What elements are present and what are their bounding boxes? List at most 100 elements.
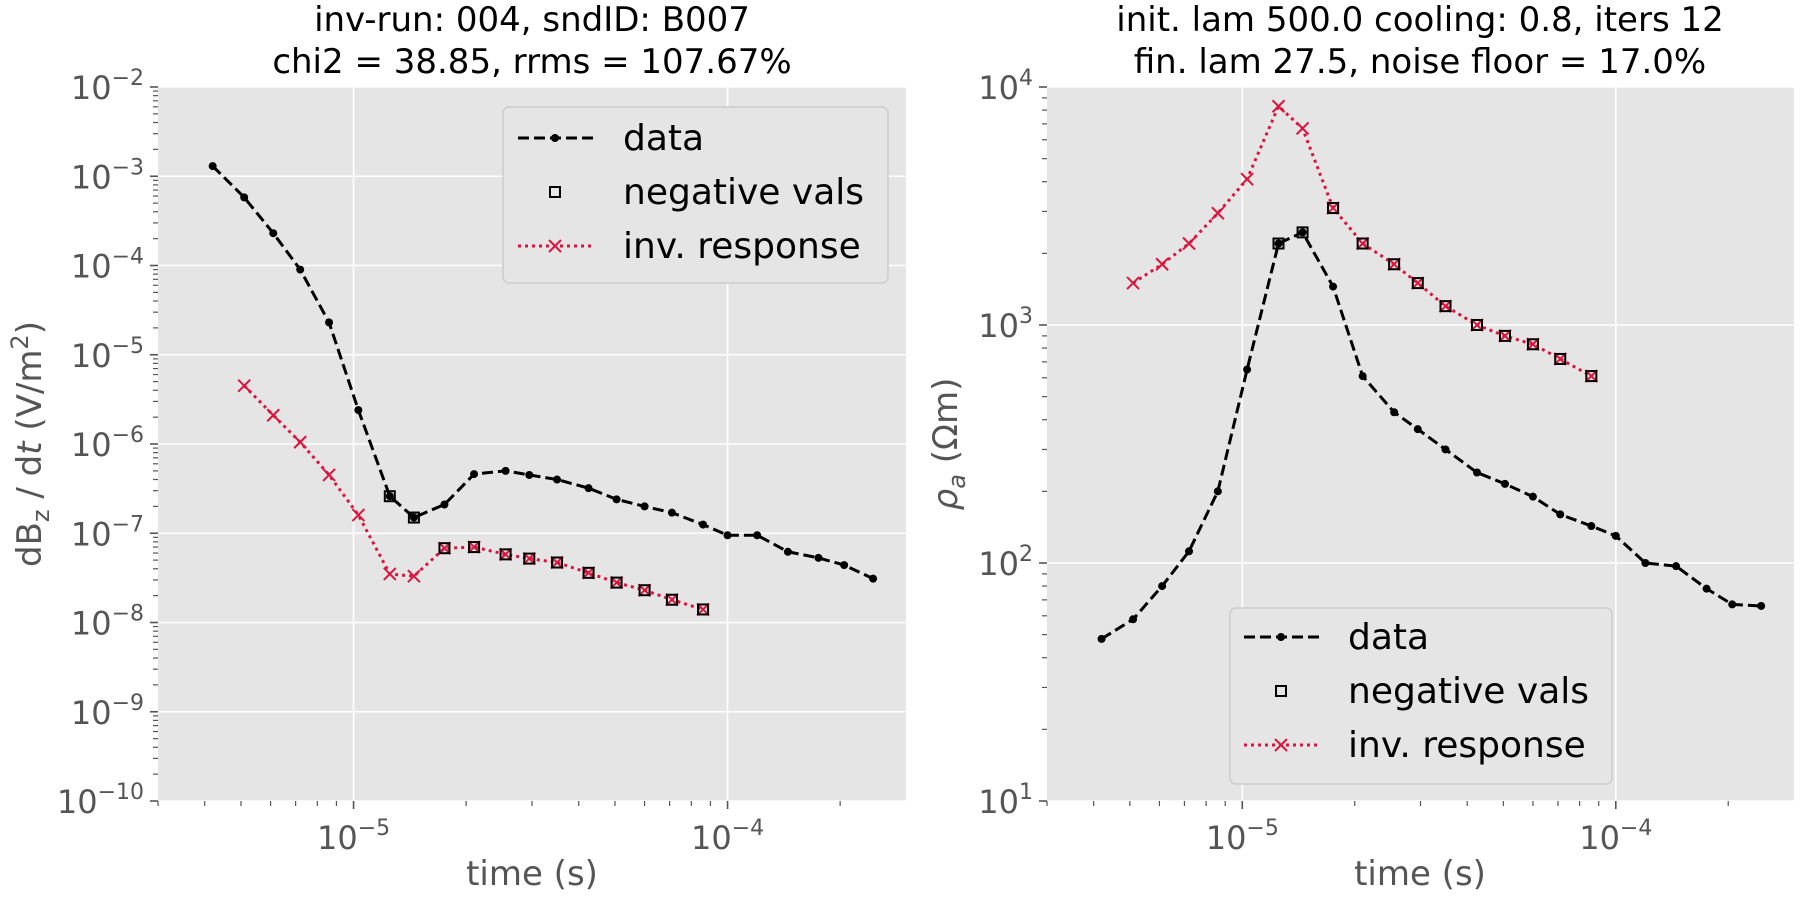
- right-negative-val-point: [1585, 370, 1598, 383]
- right-data-point: [1158, 582, 1167, 591]
- right-data-point: [1641, 559, 1650, 567]
- left-y-tick-label: 10−9: [71, 691, 144, 732]
- right-data-point: [1243, 365, 1252, 374]
- left-data-point: [640, 502, 649, 511]
- right-legend-box: [1229, 607, 1613, 785]
- left-data-point: [612, 495, 621, 504]
- right-negative-val-point: [1554, 352, 1567, 365]
- right-data-point: [1413, 425, 1422, 434]
- left-data-point: [553, 475, 562, 484]
- left-panel: 10−5 10−4 10−10 10−9 10−8 10−7 10−6 10−5 10−4 10−…: [6, 0, 906, 894]
- right-legend-data-marker: [1277, 633, 1285, 641]
- right-data-point: [1702, 584, 1711, 593]
- right-title-line2: fin. lam 27.5, noise floor = 17.0%: [1134, 42, 1706, 82]
- right-title-line1: init. lam 500.0 cooling: 0.8, iters 12: [1116, 0, 1723, 40]
- left-negative-val-point: [407, 511, 420, 524]
- right-negative-val-point: [1356, 237, 1369, 250]
- left-inv-response-point: [351, 508, 366, 522]
- left-negative-val-point: [383, 490, 396, 503]
- left-data-point: [208, 162, 217, 171]
- left-data-point: [501, 466, 510, 475]
- right-negative-val-point: [1439, 300, 1452, 313]
- right-data-point: [1298, 228, 1307, 237]
- left-negative-val-point: [499, 548, 512, 561]
- left-inv-response-point: [322, 468, 336, 482]
- left-data-point: [354, 406, 363, 415]
- right-legend-negative-label: negative vals: [1348, 671, 1589, 712]
- left-legend-inv-label: inv. response: [623, 226, 861, 267]
- right-data-point: [1358, 372, 1367, 381]
- left-data-point: [783, 547, 792, 556]
- left-data-line: [211, 165, 874, 581]
- left-data-point: [296, 265, 305, 274]
- left-inv-response-point: [237, 378, 251, 393]
- left-negative-val-point: [438, 542, 451, 555]
- right-data-line: [1100, 230, 1762, 641]
- right-negative-val-point: [1388, 258, 1401, 271]
- left-legend-data-marker: [551, 134, 559, 142]
- left-data-point: [584, 484, 593, 493]
- right-inv-response-point: [1240, 172, 1254, 186]
- right-legend: data negative vals inv. response: [1229, 607, 1613, 785]
- right-series-layer: [1097, 99, 1766, 643]
- left-gridlines: [158, 86, 906, 802]
- left-y-tick-label: 10−4: [71, 245, 144, 286]
- left-y-tick-label: 10−5: [71, 334, 144, 375]
- left-title-line1: inv-run: 004, sndID: B007: [314, 0, 750, 40]
- right-inv-response-point: [1126, 276, 1140, 290]
- left-data-point: [409, 513, 418, 522]
- right-data-point: [1757, 601, 1766, 610]
- left-title-line2: chi2 = 38.85, rrms = 107.67%: [272, 42, 791, 82]
- right-x-tick-label: 10−4: [1579, 816, 1652, 857]
- right-legend-inv-label: inv. response: [1348, 725, 1586, 766]
- right-y-tick-label: 102: [978, 542, 1033, 583]
- right-data-point: [1441, 445, 1450, 454]
- left-data-point: [869, 574, 878, 583]
- right-tick-layer: 10−5 10−4 101 102 103 104: [978, 66, 1729, 857]
- right-inv-response-point: [1211, 206, 1225, 220]
- left-data-point: [814, 553, 823, 562]
- left-inv-response-point: [266, 408, 280, 422]
- left-y-axis-label: dBz / dt (V/m2): [6, 321, 55, 567]
- right-data-point: [1611, 531, 1620, 540]
- right-negative-val-point: [1498, 329, 1511, 342]
- left-y-tick-label: 10−7: [71, 512, 144, 553]
- left-data-point: [840, 561, 849, 570]
- right-data-point: [1097, 634, 1106, 643]
- left-legend: data negative vals inv. response: [502, 106, 889, 284]
- left-negative-val-point: [551, 556, 564, 569]
- right-data-point: [1728, 600, 1737, 609]
- left-series-layer: [208, 162, 878, 617]
- left-negative-val-point: [468, 541, 481, 554]
- left-legend-negative-label: negative vals: [623, 172, 864, 213]
- right-y-tick-label: 103: [978, 304, 1033, 345]
- left-data-point: [525, 470, 534, 479]
- right-data-point: [1213, 487, 1222, 496]
- right-y-tick-label: 104: [978, 66, 1033, 107]
- left-y-tick-label: 10−6: [71, 423, 144, 464]
- right-data-point: [1185, 547, 1194, 556]
- left-data-point: [325, 318, 334, 327]
- right-data-point: [1500, 479, 1509, 488]
- left-negative-val-point: [582, 566, 595, 579]
- right-y-axis-label: ρa (Ωm): [926, 378, 971, 511]
- left-data-point: [440, 500, 449, 509]
- right-negative-val-point: [1272, 237, 1285, 250]
- right-data-point: [1528, 492, 1537, 501]
- right-inv-response-point: [1182, 236, 1196, 251]
- right-inv-response-point: [1295, 121, 1310, 136]
- right-negative-val-point: [1327, 202, 1340, 215]
- left-legend-negative-marker: [549, 186, 561, 198]
- left-inv-response-line: [243, 384, 704, 611]
- right-legend-negative-marker: [1275, 685, 1287, 697]
- left-negative-val-point: [610, 576, 623, 589]
- right-data-point: [1672, 562, 1681, 571]
- left-inv-response-point: [407, 569, 421, 583]
- left-y-tick-label: 10−8: [71, 602, 144, 643]
- right-data-point: [1274, 239, 1283, 248]
- right-x-tick-label: 10−5: [1206, 816, 1279, 857]
- right-data-point: [1329, 282, 1338, 291]
- right-negative-val-point: [1470, 319, 1483, 331]
- right-data-point: [1129, 615, 1138, 624]
